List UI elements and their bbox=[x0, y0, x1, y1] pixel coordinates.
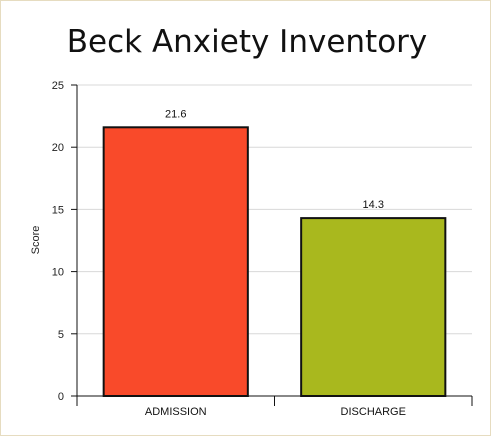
x-tick-label: DISCHARGE bbox=[341, 406, 406, 418]
bars bbox=[104, 127, 446, 396]
data-label: 21.6 bbox=[165, 108, 186, 120]
x-tick-label: ADMISSION bbox=[145, 406, 207, 418]
y-tick-label: 25 bbox=[52, 80, 64, 92]
y-tick-label: 20 bbox=[52, 142, 64, 154]
y-tick-label: 5 bbox=[58, 329, 64, 341]
bar-admission bbox=[104, 127, 248, 396]
data-label: 14.3 bbox=[363, 199, 384, 211]
chart-title: Beck Anxiety Inventory bbox=[67, 24, 428, 60]
bar-discharge bbox=[301, 218, 445, 396]
y-tick-label: 15 bbox=[52, 204, 64, 216]
y-tick-label: 10 bbox=[52, 267, 64, 279]
y-tick-label: 0 bbox=[58, 391, 64, 403]
y-axis-label: Score bbox=[30, 226, 42, 255]
